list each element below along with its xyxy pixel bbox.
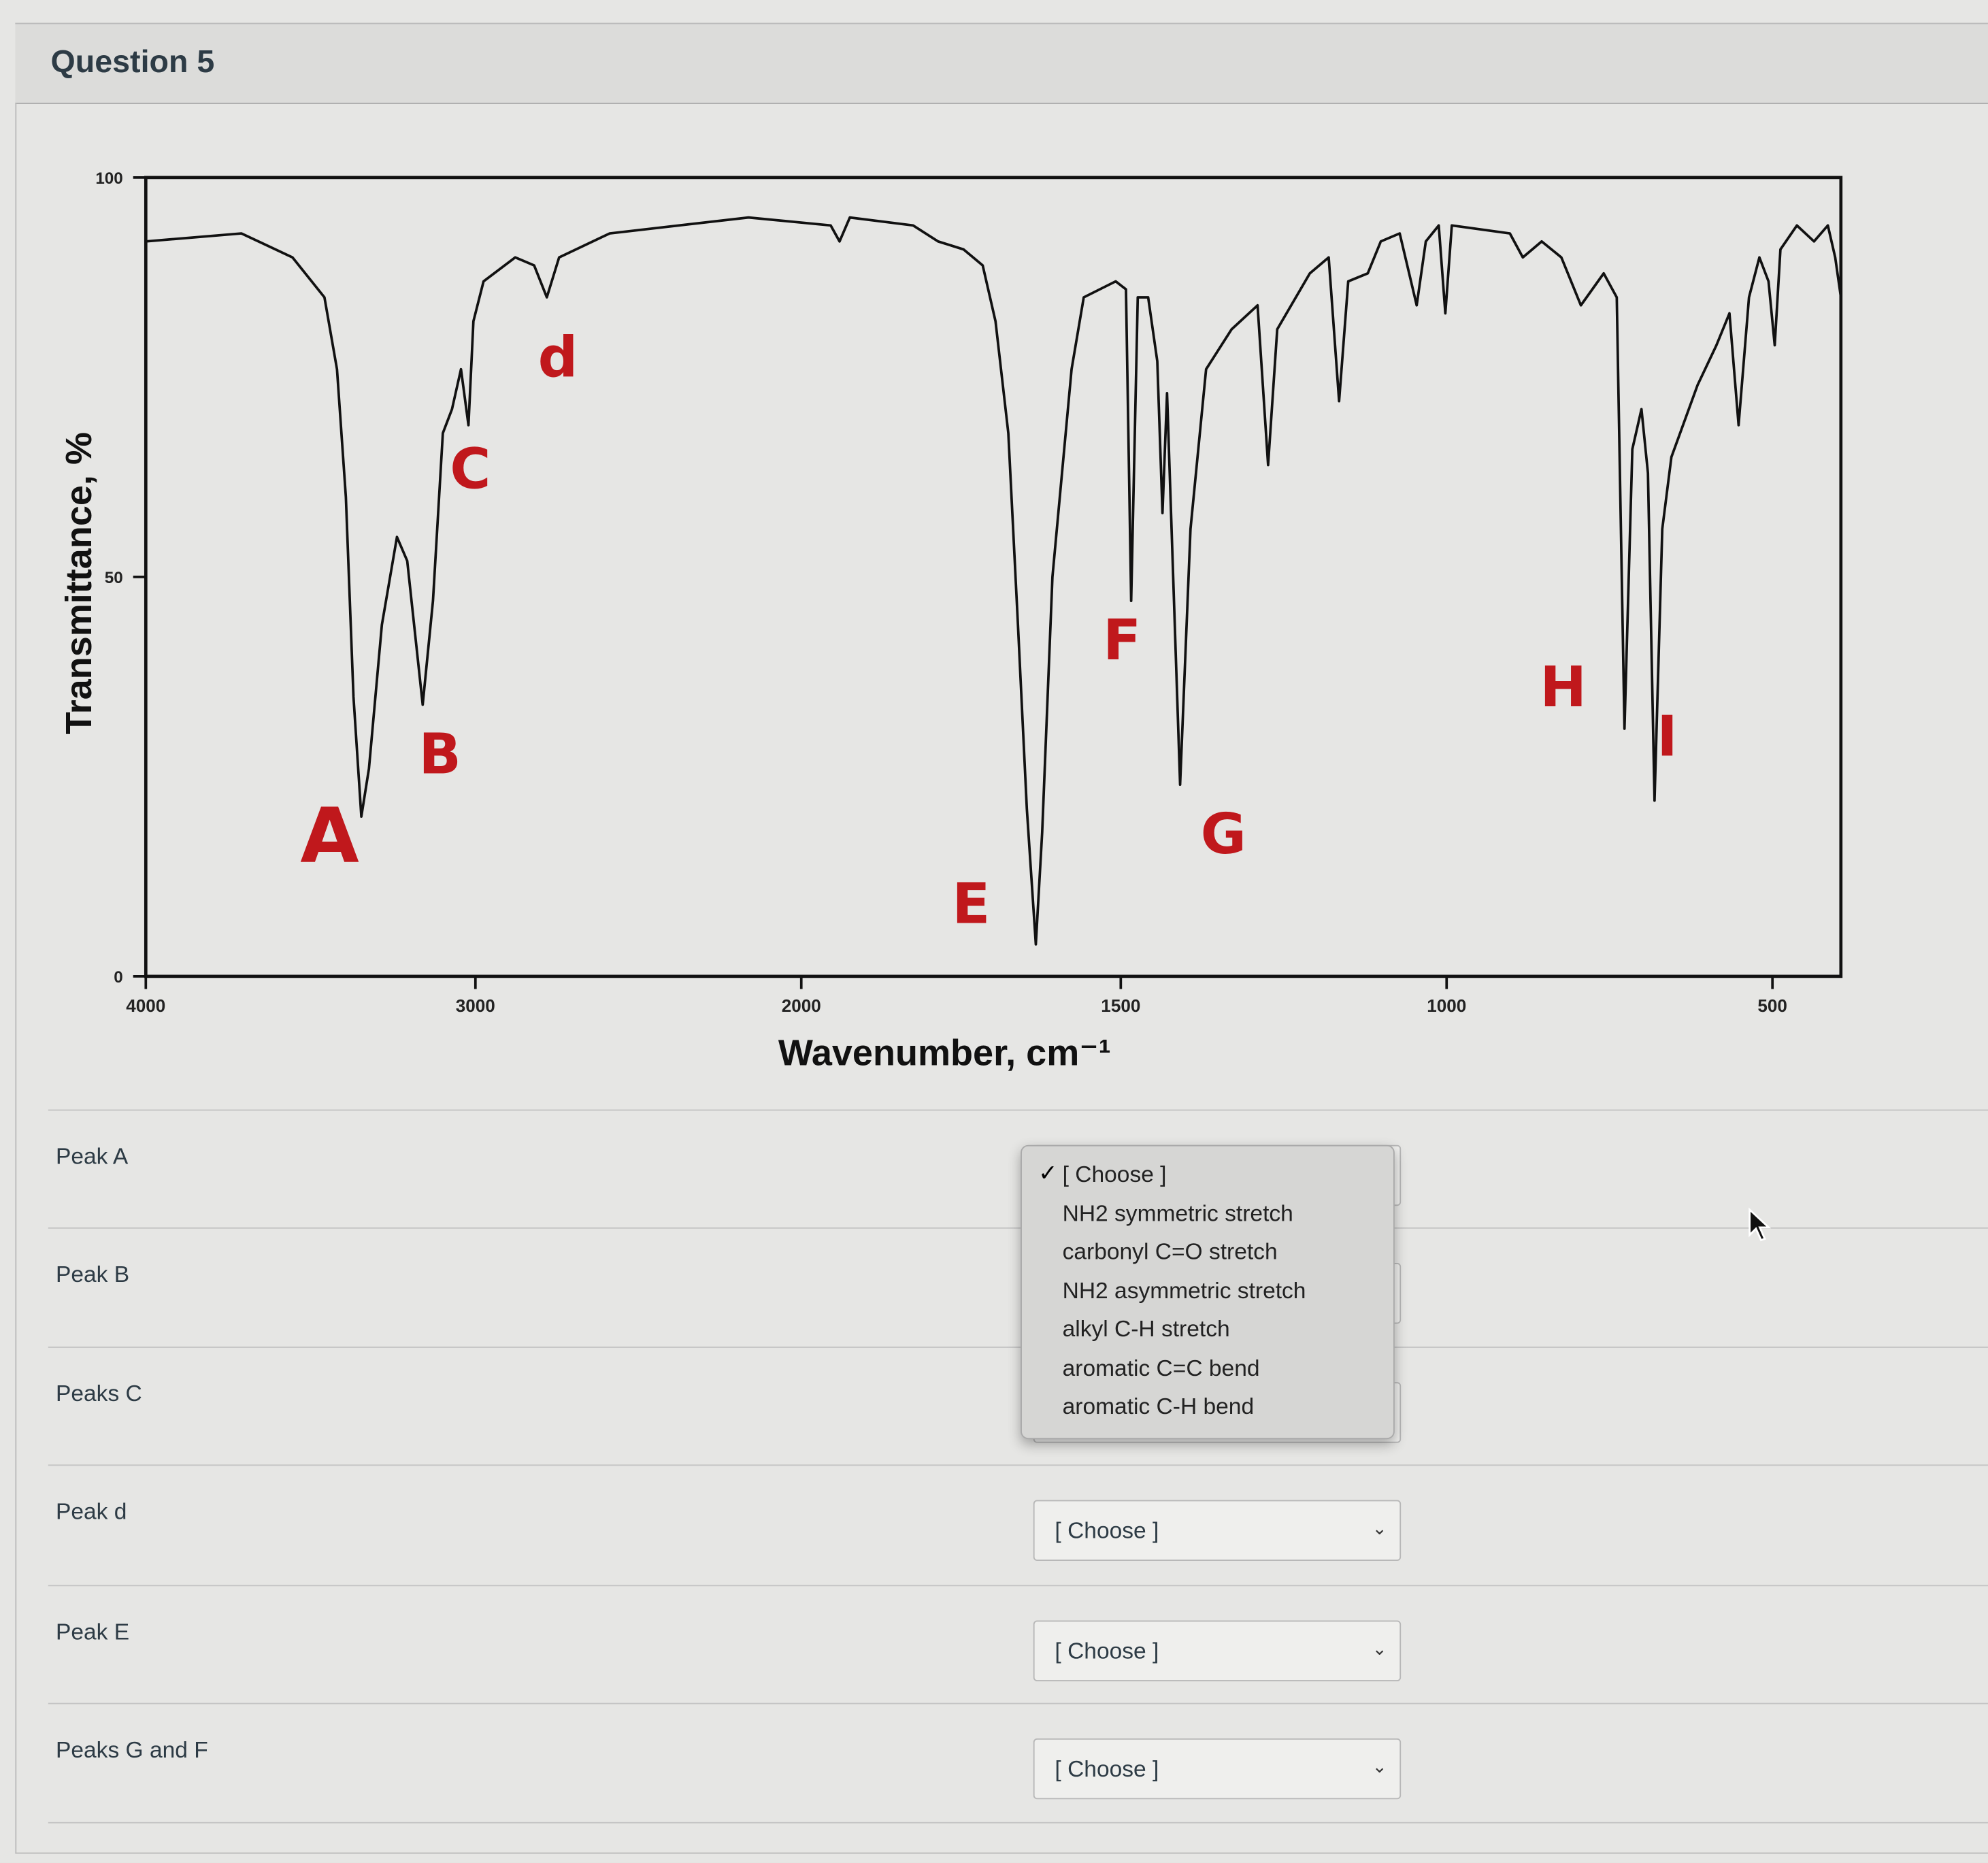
mouse-cursor — [1749, 1207, 1772, 1242]
peak-label: G — [1201, 802, 1246, 867]
x-tick-label: 2000 — [782, 995, 821, 1016]
dropdown-option[interactable]: NH2 symmetric stretch — [1062, 1200, 1293, 1226]
dropdown-option[interactable]: carbonyl C=O stretch — [1062, 1238, 1278, 1264]
question-panel — [15, 102, 1988, 1854]
chevron: ⌄ — [1372, 1638, 1387, 1659]
x-tick-label: 4000 — [126, 995, 165, 1016]
row-separator — [48, 1585, 1988, 1587]
question-label: Peak E — [55, 1619, 130, 1645]
peak-label: E — [952, 872, 990, 937]
peak-label: C — [450, 437, 491, 501]
y-tick-label: 0 — [114, 968, 122, 987]
question-header: Question 5 — [15, 22, 1988, 104]
y-axis-label: Transmittance, % — [59, 432, 99, 734]
row-separator — [48, 1109, 1988, 1111]
question-label: Peaks G and F — [55, 1736, 208, 1763]
row-separator — [48, 1702, 1988, 1704]
select-value: [ Choose ] — [1055, 1755, 1159, 1782]
select-value: [ Choose ] — [1055, 1638, 1159, 1664]
dropdown-option[interactable]: aromatic C=C bend — [1062, 1355, 1260, 1381]
x-tick-label: 1000 — [1427, 995, 1466, 1016]
select-value: [ Choose ] — [1055, 1517, 1159, 1543]
question-label: Peaks C — [55, 1381, 142, 1406]
chevron: ⌄ — [1372, 1517, 1387, 1538]
x-tick-label: 1500 — [1101, 995, 1140, 1016]
peak-label: B — [418, 723, 461, 787]
question-title: Question 5 — [50, 44, 215, 80]
chevron: ⌄ — [1372, 1755, 1387, 1777]
peak-label: d — [538, 325, 578, 390]
y-tick-label: 50 — [105, 569, 123, 587]
row-separator — [48, 1347, 1988, 1348]
ir-spectrum: 0 50 100 4000 3000 2000 1500 1000 500 Wavenumber,… — [59, 169, 1843, 1073]
answer-select[interactable]: [ Choose ] ⌄ — [1033, 1500, 1402, 1561]
row-separator — [48, 1227, 1988, 1229]
dropdown-menu: ✓[ Choose ] NH2 symmetric stretch carbonyl… — [1021, 1144, 1395, 1440]
answer-select[interactable]: [ Choose ] ⌄ — [1033, 1620, 1402, 1682]
x-tick-label: 3000 — [456, 995, 495, 1016]
dropdown-option[interactable]: aromatic C-H bend — [1062, 1393, 1255, 1419]
y-tick-label: 100 — [95, 169, 122, 188]
row-separator — [48, 1464, 1988, 1466]
peak-label: F — [1103, 608, 1141, 673]
question-label: Peak A — [55, 1143, 129, 1170]
dropdown-option[interactable]: NH2 asymmetric stretch — [1062, 1277, 1306, 1303]
peak-label: A — [300, 792, 359, 880]
row-separator — [48, 1821, 1988, 1824]
answer-select[interactable]: [ Choose ] ⌄ — [1033, 1738, 1402, 1800]
peak-label: H — [1540, 655, 1587, 720]
peak-label: I — [1657, 705, 1678, 770]
question-label: Peak d — [55, 1498, 127, 1524]
spectrum-line — [146, 216, 1842, 946]
dropdown-option[interactable]: [ Choose ] — [1062, 1161, 1167, 1187]
x-tick-label: 500 — [1757, 995, 1787, 1016]
check-mark: ✓ — [1038, 1160, 1058, 1186]
x-axis-label: Wavenumber, cm⁻¹ — [778, 1032, 1111, 1073]
question-label: Peak B — [55, 1262, 130, 1287]
dropdown-option[interactable]: alkyl C-H stretch — [1062, 1316, 1230, 1342]
